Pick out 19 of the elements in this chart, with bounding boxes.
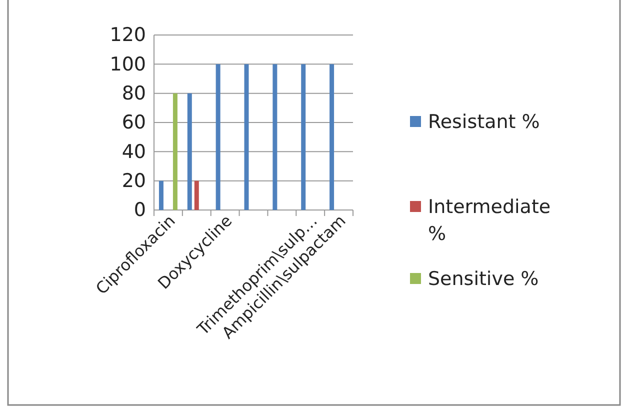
bar [172,93,178,210]
bar [272,64,278,210]
y-tick-label: 100 [110,53,146,76]
bar [158,180,164,210]
bar [216,64,220,210]
y-tick-label: 40 [122,140,146,163]
legend-label: Resistant % [428,111,540,133]
y-tick-label: 80 [122,82,146,104]
y-tick-label: 120 [110,24,146,46]
bar [194,180,199,210]
bar [301,64,306,210]
bar [330,64,334,210]
bar [187,93,192,210]
legend-label: Sensitive % [428,268,539,290]
legend-label: Intermediate % [428,196,557,245]
y-tick-label: 60 [122,112,146,134]
y-tick-label: 0 [134,199,146,222]
y-tick-label: 20 [122,170,146,192]
bar [244,64,249,210]
